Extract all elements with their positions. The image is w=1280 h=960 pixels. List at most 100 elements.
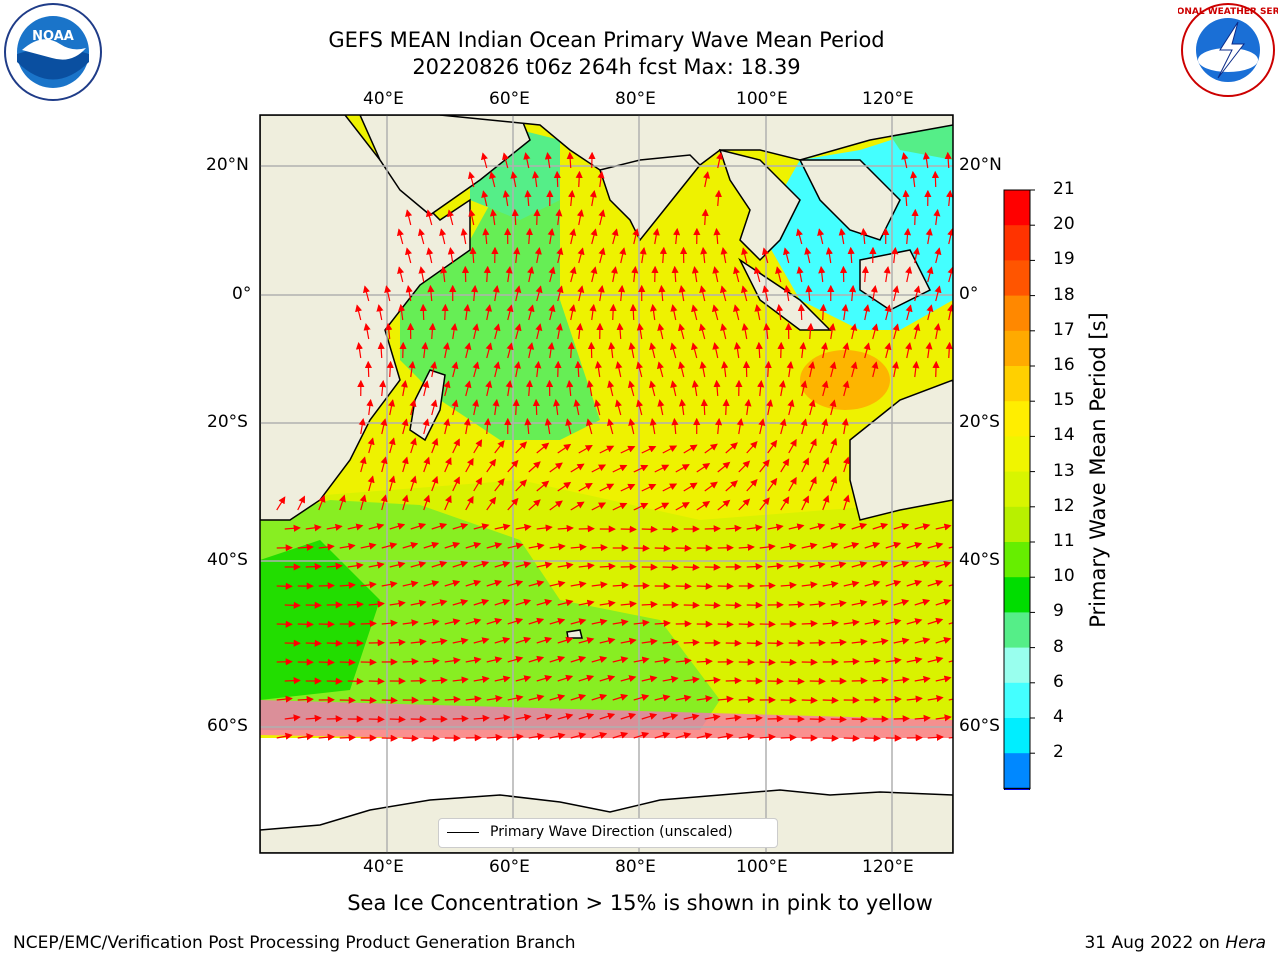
wave-arrow — [485, 380, 493, 397]
wave-arrow — [884, 304, 892, 321]
wave-arrow — [492, 398, 500, 416]
wave-arrow — [738, 695, 755, 704]
wave-arrow — [473, 714, 490, 722]
wave-arrow — [428, 322, 436, 340]
wave-arrow — [767, 562, 784, 570]
wave-arrow — [410, 599, 427, 607]
wave-arrow — [641, 445, 657, 454]
legend-label: Primary Wave Direction (unscaled) — [490, 824, 733, 840]
wave-arrow — [570, 501, 585, 511]
wave-arrow — [364, 360, 373, 378]
wave-arrow — [502, 152, 509, 169]
wave-arrow — [893, 637, 910, 645]
wave-arrow — [610, 266, 618, 283]
wave-arrow — [443, 418, 451, 435]
colorbar — [1003, 189, 1035, 790]
wave-arrow — [746, 639, 763, 647]
wave-arrow — [822, 619, 839, 627]
wave-arrow — [764, 360, 772, 378]
wave-arrow — [347, 677, 364, 685]
wave-arrow — [809, 476, 817, 492]
wave-arrow — [523, 152, 531, 169]
wave-arrow — [669, 342, 677, 359]
wave-arrow — [757, 379, 765, 397]
wave-arrow — [486, 617, 503, 625]
wave-arrow — [379, 379, 387, 397]
wave-arrow — [384, 285, 392, 302]
lon-tick-top: 40°E — [363, 89, 404, 109]
wave-arrow — [830, 561, 847, 569]
wave-arrow — [860, 227, 868, 245]
wave-arrow — [451, 399, 459, 416]
wave-arrow — [725, 442, 738, 454]
wave-arrow — [362, 285, 370, 302]
wave-arrow — [524, 189, 532, 207]
wave-arrow — [589, 190, 597, 207]
wave-arrow — [284, 714, 301, 722]
wave-arrow — [738, 498, 751, 511]
wave-arrow — [654, 619, 671, 627]
wave-arrow — [765, 399, 774, 416]
wave-arrow — [527, 266, 535, 283]
wave-arrow — [464, 342, 472, 359]
wave-arrow — [948, 660, 953, 663]
wave-arrow — [570, 543, 587, 551]
wave-arrow — [675, 732, 692, 739]
wave-arrow — [872, 676, 889, 684]
wave-arrow — [712, 342, 720, 359]
wave-arrow — [927, 579, 944, 587]
wave-arrow — [700, 398, 708, 416]
wave-arrow — [339, 658, 356, 666]
wave-arrow — [578, 712, 595, 720]
wave-arrow — [524, 417, 532, 435]
wave-arrow — [452, 560, 469, 568]
colorbar-segment — [1004, 718, 1030, 754]
wave-arrow — [612, 618, 629, 627]
wave-arrow — [594, 360, 603, 378]
wave-arrow — [801, 457, 809, 473]
wave-arrow — [843, 619, 860, 627]
wave-arrow — [851, 599, 868, 607]
wave-arrow — [493, 361, 501, 378]
wave-arrow — [556, 285, 564, 302]
wave-arrow — [549, 617, 566, 625]
wave-arrow — [409, 437, 417, 454]
wave-arrow — [549, 580, 566, 588]
wave-arrow — [633, 656, 650, 664]
wave-arrow — [704, 443, 718, 454]
wave-arrow — [578, 483, 593, 492]
wave-arrow — [473, 675, 490, 683]
wave-arrow — [957, 324, 958, 339]
wave-arrow — [780, 496, 790, 511]
colorbar-segment — [1004, 577, 1030, 613]
wave-arrow — [402, 734, 419, 742]
wave-arrow — [574, 360, 582, 378]
wave-arrow — [367, 475, 375, 492]
wave-arrow — [534, 360, 542, 378]
wave-arrow — [891, 361, 899, 378]
wave-arrow — [948, 584, 953, 587]
wave-arrow — [801, 696, 818, 704]
wave-arrow — [422, 380, 430, 397]
wave-arrow — [957, 601, 971, 606]
wave-arrow — [691, 266, 699, 283]
wave-arrow — [387, 399, 396, 416]
wave-arrow — [570, 655, 587, 663]
wave-arrow — [872, 522, 889, 530]
wave-arrow — [591, 581, 608, 589]
colorbar-tick-label: 16 — [1053, 355, 1075, 375]
wave-arrow — [594, 399, 602, 416]
wave-arrow — [568, 304, 577, 321]
wave-arrow — [933, 208, 941, 226]
wave-arrow — [683, 444, 698, 454]
wave-arrow — [948, 546, 953, 549]
colorbar-tick-label: 20 — [1053, 214, 1075, 235]
wave-arrow — [439, 228, 447, 245]
wave-arrow — [780, 581, 797, 589]
wave-arrow — [788, 562, 805, 570]
wave-arrow — [514, 285, 522, 302]
wave-arrow — [893, 715, 910, 723]
wave-arrow — [935, 714, 952, 722]
wave-arrow — [906, 618, 923, 625]
wave-arrow — [494, 478, 505, 492]
